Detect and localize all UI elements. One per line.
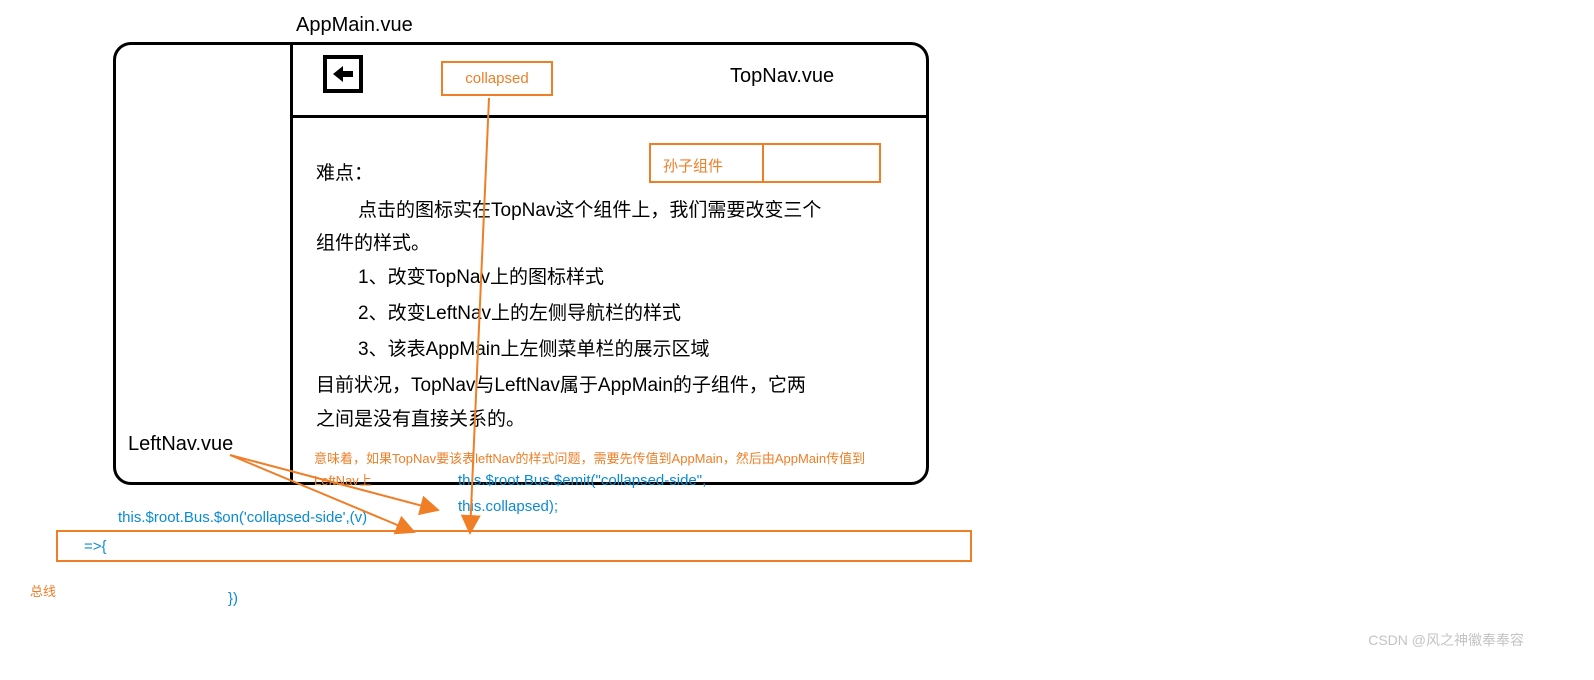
- orange-note-2: LeftNav上: [314, 470, 372, 489]
- content-p2a: 目前状况，TopNav与LeftNav属于AppMain的子组件，它两: [316, 370, 806, 397]
- bus-label: 总线: [30, 581, 56, 600]
- code-on-3: }): [228, 590, 238, 607]
- content-item2: 2、改变LeftNav上的左侧导航栏的样式: [358, 298, 681, 325]
- grandchild-box-divider: [762, 143, 764, 183]
- content-p2b: 之间是没有直接关系的。: [316, 404, 525, 431]
- bus-box: [56, 530, 972, 562]
- grandchild-label: 孙子组件: [663, 155, 723, 176]
- code-emit-2: this.collapsed);: [458, 498, 558, 515]
- watermark: CSDN @风之神徽奉奉容: [1368, 630, 1524, 650]
- content-item1: 1、改变TopNav上的图标样式: [358, 262, 604, 289]
- code-on-1: this.$root.Bus.$on('collapsed-side',(v): [118, 509, 367, 526]
- vertical-divider: [290, 45, 293, 482]
- content-heading: 难点：: [316, 158, 373, 185]
- content-item3: 3、该表AppMain上左侧菜单栏的展示区域: [358, 334, 710, 361]
- label-appmain: AppMain.vue: [296, 14, 413, 37]
- collapsed-box: collapsed: [441, 61, 553, 96]
- content-p1b: 组件的样式。: [316, 228, 430, 255]
- horizontal-divider: [292, 115, 926, 118]
- code-emit-1: this.$root.Bus.$emit("collapsed-side",: [458, 472, 706, 489]
- content-p1a: 点击的图标实在TopNav这个组件上，我们需要改变三个: [358, 195, 821, 222]
- collapsed-label: collapsed: [465, 70, 528, 87]
- label-topnav: TopNav.vue: [730, 65, 834, 88]
- orange-note-1: 意味着，如果TopNav要该表leftNav的样式问题，需要先传值到AppMai…: [314, 448, 865, 467]
- back-arrow-icon: [323, 55, 363, 93]
